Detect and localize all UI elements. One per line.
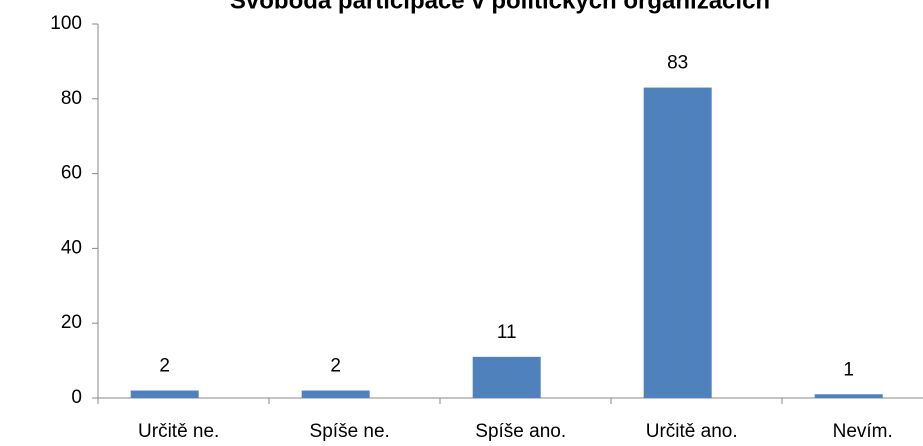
y-tick-label: 20 [61,312,82,333]
bar [301,390,370,398]
data-label: 2 [330,356,341,377]
bar [472,356,541,398]
chart-title: Svoboda participace v politických organi… [230,0,770,14]
y-tick-label: 60 [61,163,82,184]
x-tick-label: Spíše ano. [475,421,566,442]
x-tick-label: Nevím. [833,421,893,442]
y-tick-label: 0 [71,387,82,408]
data-label: 1 [843,359,854,380]
bar [130,390,199,398]
x-tick-label: Určitě ano. [646,421,738,442]
bar [643,87,712,398]
x-tick-label: Určitě ne. [138,421,219,442]
y-tick-label: 80 [61,88,82,109]
x-tick-label: Spíše ne. [310,421,390,442]
data-label: 11 [497,322,517,343]
y-tick-label: 100 [50,13,82,34]
y-tick-label: 40 [61,237,82,258]
data-label: 2 [159,356,170,377]
data-label: 83 [667,53,688,74]
bar [814,394,883,398]
